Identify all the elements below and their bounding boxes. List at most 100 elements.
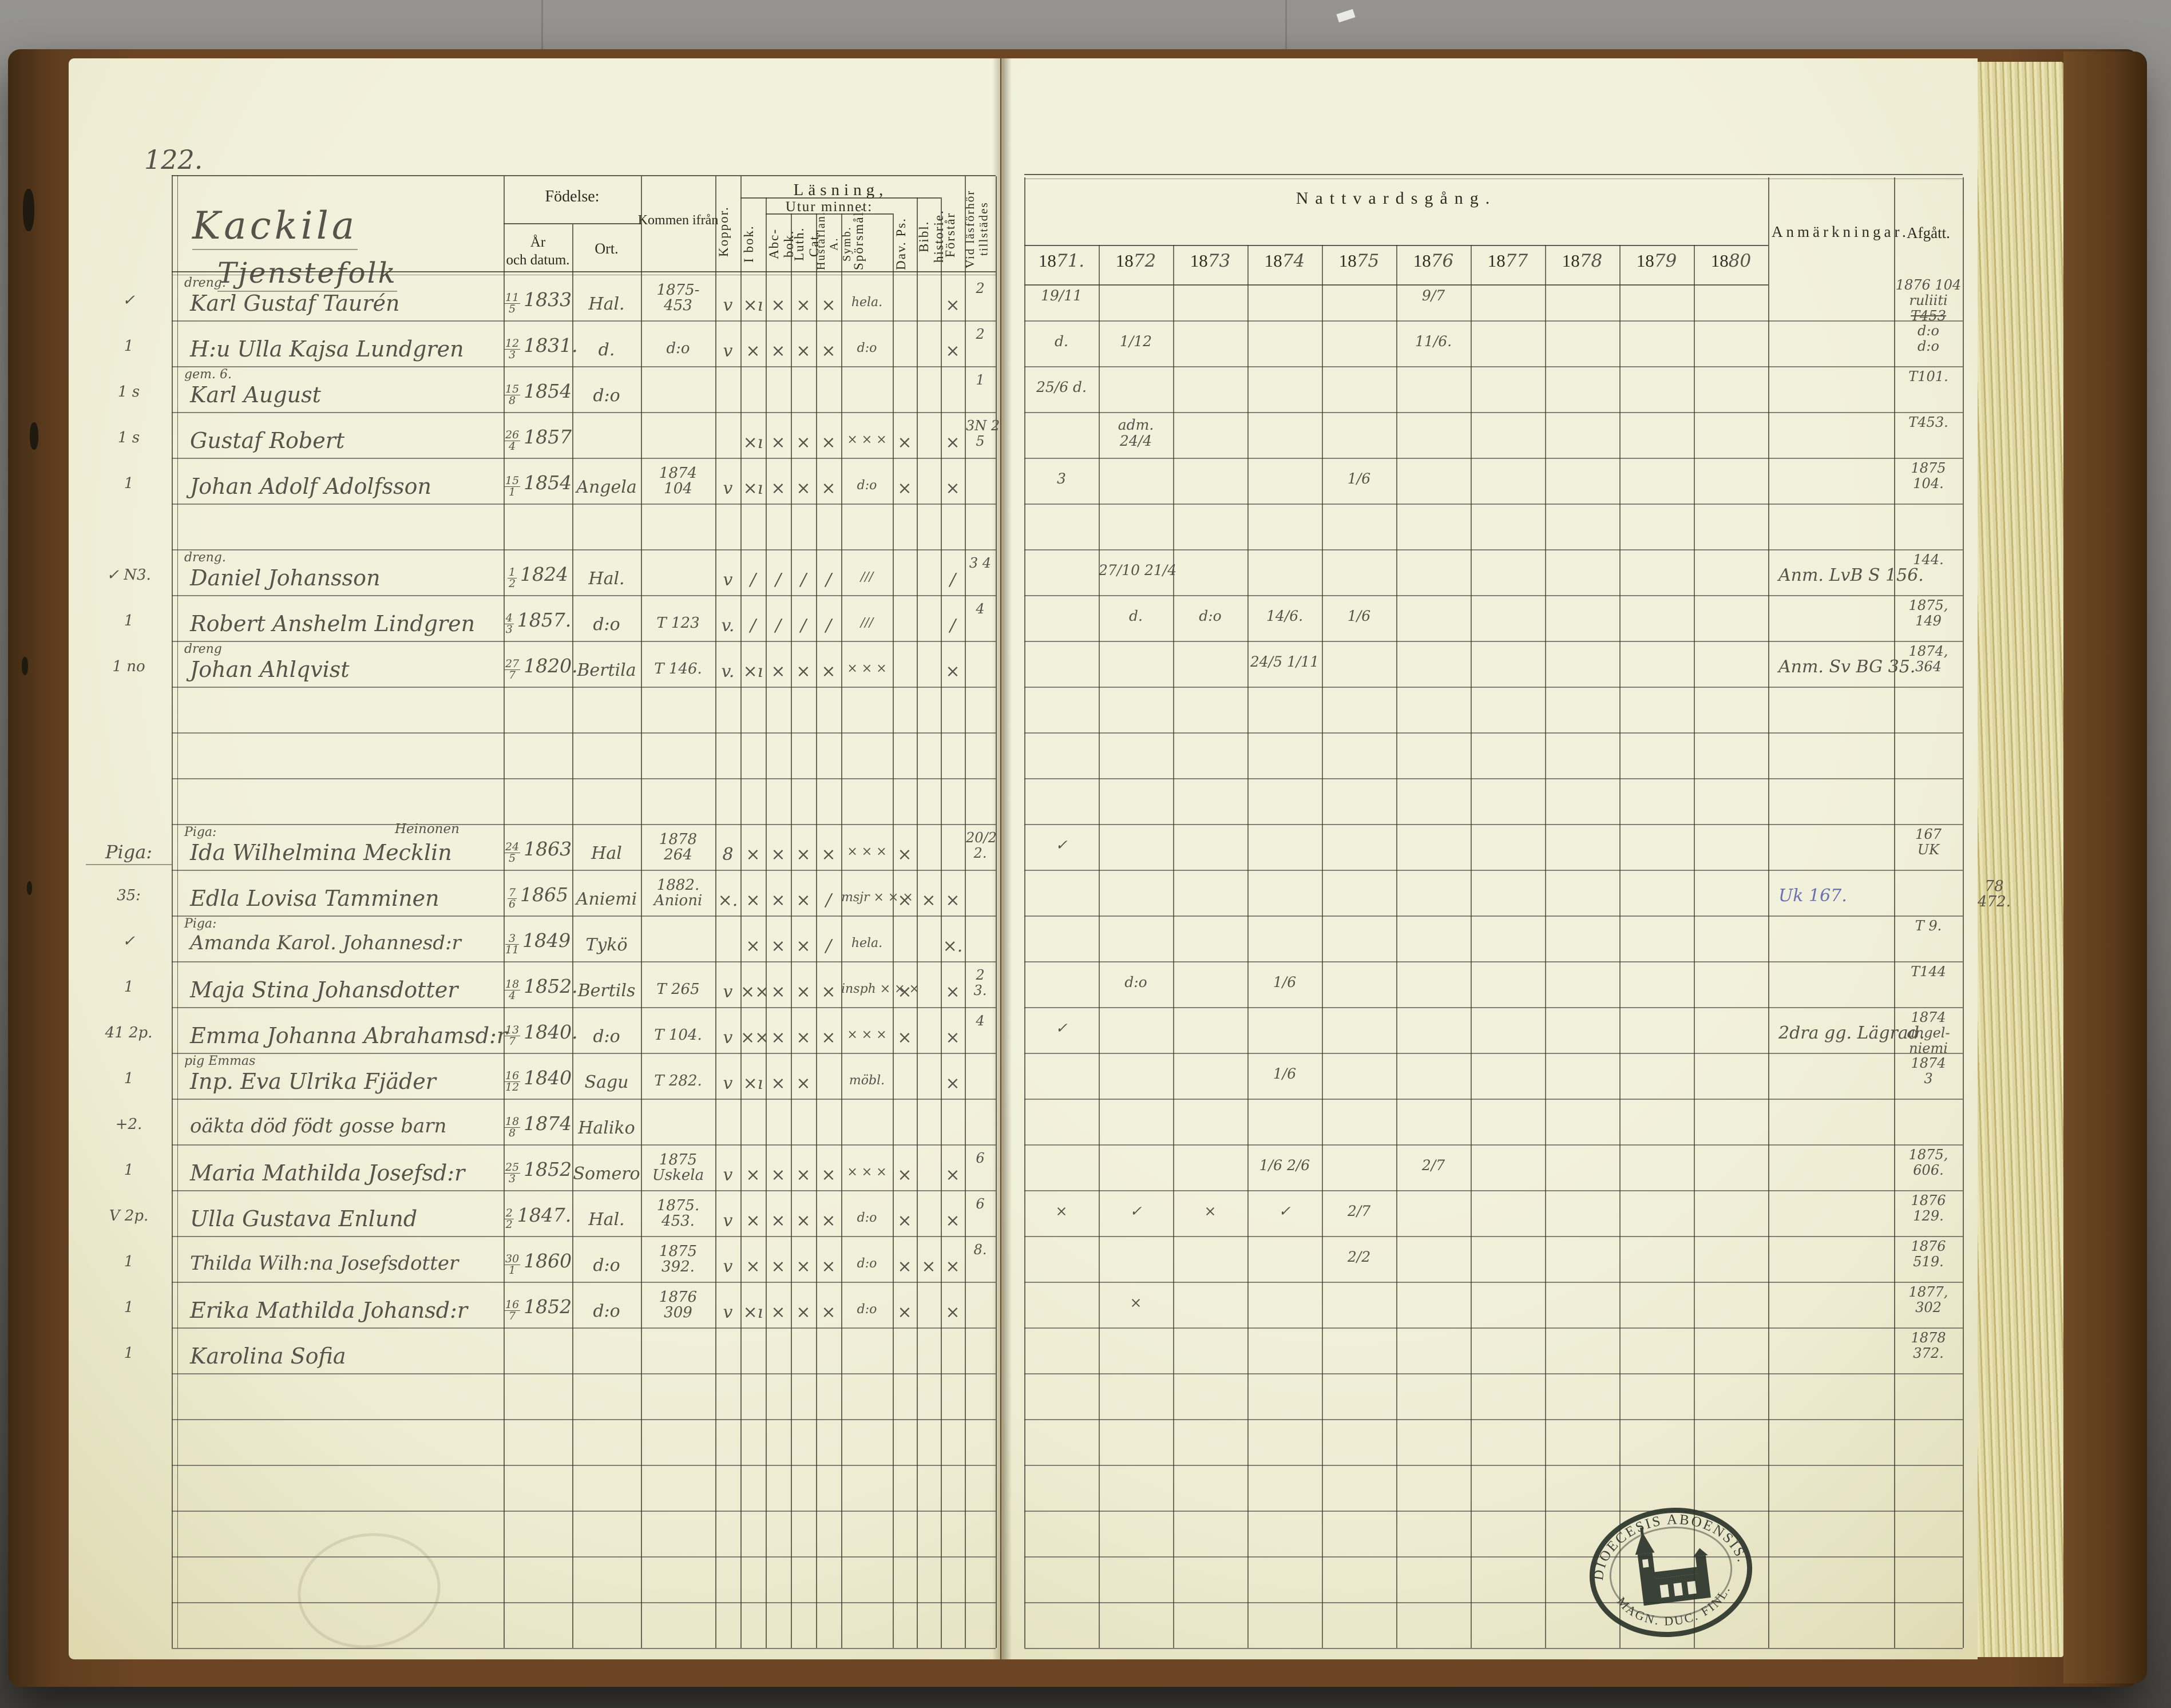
grid-line xyxy=(172,778,996,779)
grid-line xyxy=(172,412,996,413)
mark-cell: × xyxy=(796,936,811,956)
row-margin-note: 41 2p. xyxy=(105,1024,153,1041)
header-fodelse: Födelse: xyxy=(545,188,600,205)
communion-year-cell: 27/10 21/4 xyxy=(1099,562,1177,578)
year-printed-prefix: 18 xyxy=(1264,251,1282,271)
mark-cell: ×ı xyxy=(743,478,763,498)
born-date-fraction: 13 7 xyxy=(504,1024,521,1048)
year-header-cell: 1875 xyxy=(1322,251,1396,271)
mark-cell: ∕ xyxy=(825,936,832,956)
year-printed-prefix: 18 xyxy=(1636,251,1654,271)
afgatt-cell: 1875, xyxy=(1908,597,1948,613)
mark-cell: v xyxy=(723,341,733,361)
born-date-fraction: 24 5 xyxy=(504,841,521,865)
born-year: 1852 xyxy=(524,1158,572,1180)
grid-line xyxy=(172,870,996,871)
row-kommen: 1874 xyxy=(659,465,698,482)
vid-cell: 2 xyxy=(976,326,985,342)
grid-line xyxy=(504,176,505,1648)
born-date-fraction: 30 1 xyxy=(504,1253,521,1277)
grid-line xyxy=(1024,916,1963,917)
row-name: H:u Ulla Kajsa Lundgren xyxy=(190,336,464,362)
mark-cell: ×. xyxy=(718,890,738,910)
grid-line xyxy=(172,961,996,962)
mark-cell: × × × xyxy=(847,845,887,859)
grid-line xyxy=(1694,245,1695,1648)
communion-year-cell: ✓ xyxy=(1130,1203,1142,1219)
grid-line xyxy=(1247,245,1249,1648)
mark-cell: ×. xyxy=(942,936,963,956)
row-note: dreng. xyxy=(184,276,226,290)
communion-year-cell: ✓ xyxy=(1055,837,1068,853)
row-margin-note: +2. xyxy=(115,1116,142,1133)
mark-cell: × xyxy=(945,890,960,910)
vid-cell: 6 xyxy=(976,1196,985,1212)
row-ort: Bertils xyxy=(577,981,636,1001)
row-ort: Sagu xyxy=(584,1072,629,1092)
born-year: 1854 xyxy=(524,380,572,402)
grid-line xyxy=(172,687,996,688)
mark-cell: v xyxy=(723,1257,733,1277)
mark-cell: ×ı xyxy=(743,433,763,453)
book-gutter xyxy=(992,58,1012,1659)
mark-cell: v xyxy=(723,1165,733,1185)
vid-cell: 2. xyxy=(973,845,987,861)
grid-line xyxy=(1024,504,1963,505)
row-note-secondary: Heinonen xyxy=(395,822,459,837)
mark-cell: × xyxy=(945,1073,960,1093)
row-ort: d:o xyxy=(593,1255,620,1275)
year-written-suffix: 74 xyxy=(1282,251,1305,271)
year-printed-prefix: 18 xyxy=(1338,251,1357,271)
vid-cell: 2 xyxy=(976,967,985,983)
page-stack-left xyxy=(18,62,71,1657)
grid-line xyxy=(172,1556,996,1558)
afgatt-cell: 1876 104 xyxy=(1895,277,1962,293)
vid-cell: 3. xyxy=(973,982,987,998)
header-abc-bok: Abc-bok. xyxy=(767,228,796,259)
anm-cell: 2dra gg. Lägrad. xyxy=(1778,1023,1925,1043)
mark-cell: v xyxy=(723,1028,733,1048)
row-kommen: T 104. xyxy=(654,1027,702,1044)
row-ort: Somero xyxy=(573,1164,640,1184)
mark-cell: d:o xyxy=(857,1211,877,1225)
row-name: Amanda Karol. Johannesd:r xyxy=(190,932,461,954)
mark-cell: × xyxy=(746,341,760,361)
row-born: 27 7 1820. xyxy=(504,655,578,681)
mark-cell: × xyxy=(796,982,811,1002)
grid-line xyxy=(172,1648,996,1649)
afgatt-cell: 1878 xyxy=(1911,1330,1946,1346)
mark-cell: × xyxy=(771,936,786,956)
church-icon xyxy=(1635,1527,1711,1606)
grid-line xyxy=(1024,595,1963,596)
page-number: 122. xyxy=(144,144,203,175)
vid-cell: 5 xyxy=(976,433,985,449)
communion-year-cell: 2/2 xyxy=(1347,1249,1371,1265)
grid-line xyxy=(172,1602,996,1603)
mark-cell: × × × xyxy=(847,1028,887,1042)
row-ort: d:o xyxy=(593,386,620,406)
row-ort: d:o xyxy=(593,615,620,635)
mark-cell: v. xyxy=(721,661,735,681)
mark-cell: × xyxy=(796,890,811,910)
header-luth-cat: Luth. Cat. xyxy=(792,227,821,261)
row-margin-note: 35: xyxy=(117,887,141,904)
row-margin-note: 1 s xyxy=(117,429,140,446)
mark-cell: v xyxy=(723,1073,733,1093)
afgatt-cell: 1876 xyxy=(1911,1238,1946,1254)
afgatt-cell: 144. xyxy=(1913,552,1944,568)
born-year: 1820. xyxy=(524,655,578,677)
grid-line xyxy=(1024,732,1963,734)
grid-line xyxy=(1024,1282,1963,1283)
mark-cell: × xyxy=(796,1028,811,1048)
row-kommen: 264 xyxy=(664,846,692,863)
mark-cell: ∕ xyxy=(775,570,782,590)
born-date-fraction: 15 8 xyxy=(504,383,521,407)
row-ort: Hal. xyxy=(588,569,625,589)
mark-cell: × xyxy=(821,433,836,453)
mark-cell: × xyxy=(897,1211,912,1231)
year-written-suffix: 73 xyxy=(1207,251,1231,271)
grid-line xyxy=(172,458,996,459)
row-ort: Hal. xyxy=(588,1210,625,1230)
mark-cell: × xyxy=(897,1028,912,1048)
